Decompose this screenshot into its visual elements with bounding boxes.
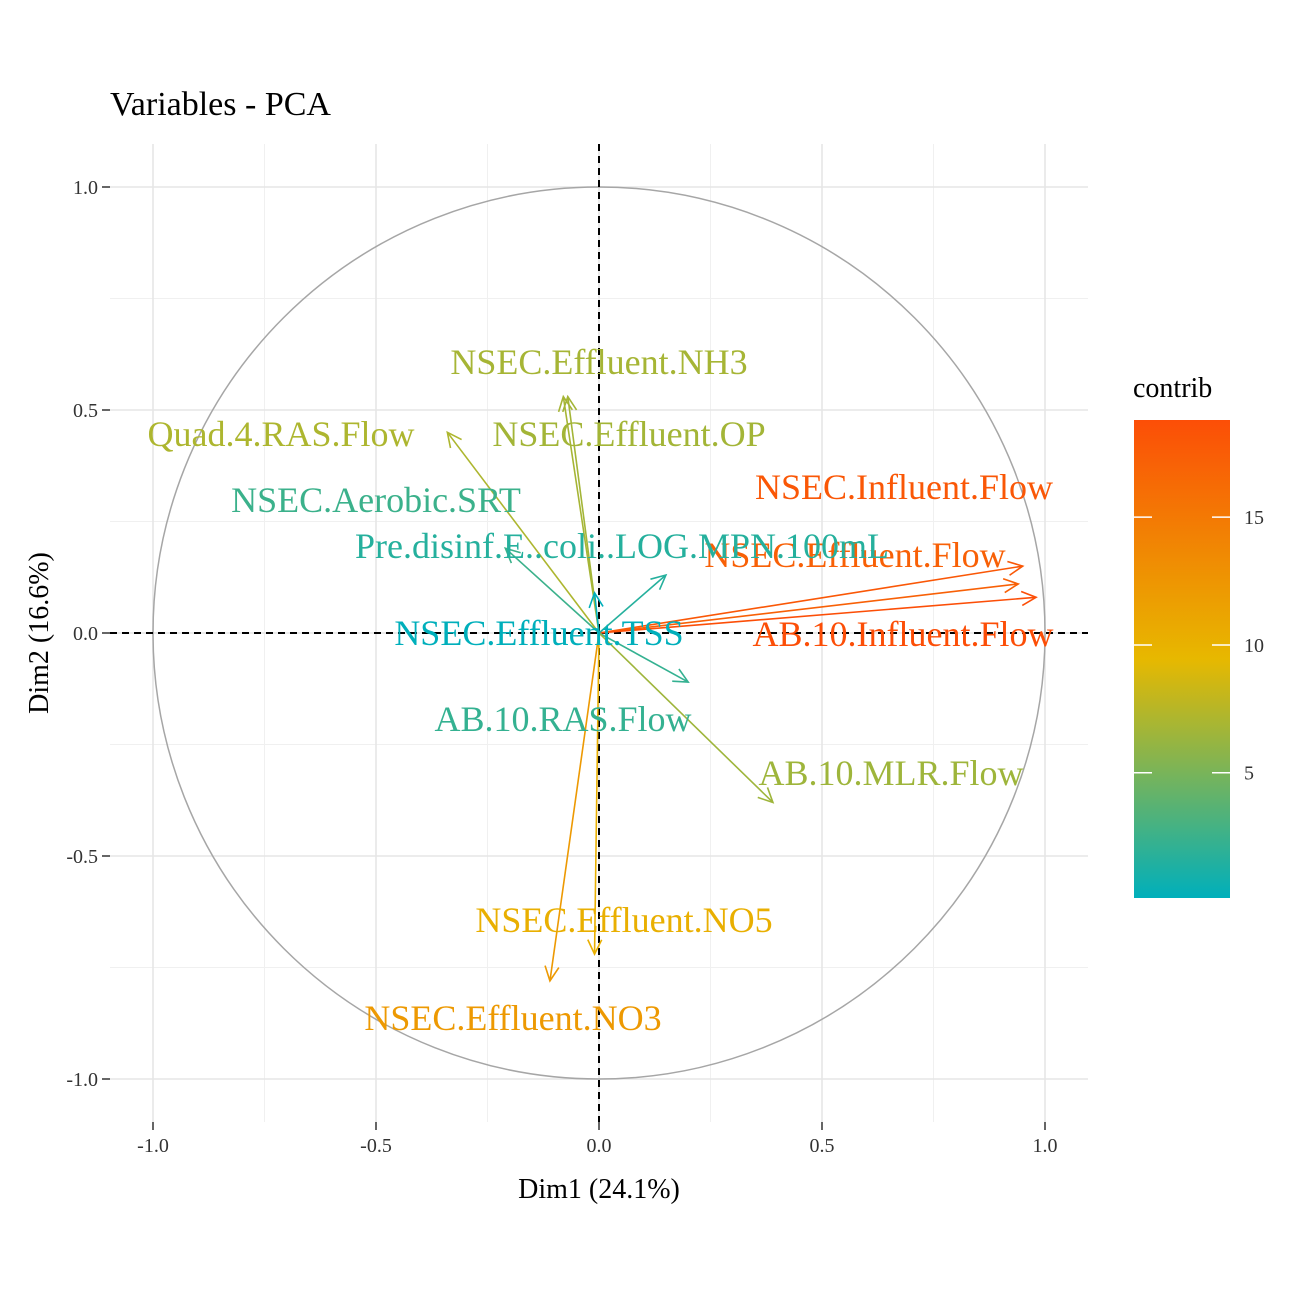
variable-arrow-head <box>1007 560 1025 576</box>
x-tick-label: 0.0 <box>587 1135 612 1157</box>
variable-labels: NSEC.Influent.Flow NSEC.Effluent.Flow AB.1… <box>147 342 1053 1038</box>
variable-arrow <box>598 596 1037 634</box>
variable-arrow-head <box>562 394 578 413</box>
legend-tick-label: 5 <box>1244 763 1254 785</box>
variable-arrow <box>446 431 600 634</box>
legend-title: contrib <box>1133 373 1212 404</box>
y-tick-label: 0.5 <box>73 400 98 422</box>
variable-arrow <box>504 547 600 634</box>
axis-ticks: -1.0 -0.5 0.0 0.5 1.0 -1.0 -0.5 0.0 0.5 1.0 <box>66 177 1057 1157</box>
x-tick-label: -0.5 <box>360 1135 392 1157</box>
variable-arrow <box>593 592 600 634</box>
variable-label: NSEC.Effluent.Flow <box>704 535 1005 575</box>
variable-arrow-head <box>1020 590 1038 607</box>
variable-arrow-head <box>587 939 603 956</box>
variable-arrow-head <box>544 965 560 983</box>
y-tick-label: 0.0 <box>73 623 98 645</box>
legend-tick-label: 15 <box>1244 507 1264 529</box>
variable-arrow <box>598 583 1019 634</box>
y-tick-label: -0.5 <box>66 846 98 868</box>
y-axis-title: Dim2 (16.6%) <box>24 552 55 714</box>
variable-label: NSEC.Effluent.NO5 <box>475 900 772 940</box>
x-tick-label: -1.0 <box>137 1135 169 1157</box>
variable-arrow-head <box>757 787 775 804</box>
x-axis-title: Dim1 (24.1%) <box>518 1174 680 1205</box>
legend-colorbar <box>1134 420 1230 898</box>
variable-arrow <box>598 632 774 804</box>
variable-arrow <box>593 632 600 955</box>
y-tick-label: -1.0 <box>66 1069 98 1091</box>
variable-label: AB.10.MLR.Flow <box>758 753 1023 793</box>
variable-label: AB.10.Influent.Flow <box>753 614 1054 654</box>
variable-arrow <box>598 574 667 634</box>
variable-label: Quad.4.RAS.Flow <box>147 414 414 454</box>
variable-arrow <box>549 632 600 981</box>
variable-arrow <box>598 632 689 683</box>
legend-tick-label: 10 <box>1244 635 1264 657</box>
variable-label: Pre.disinf.E..coli..LOG.MPN.100mL <box>355 526 889 566</box>
variable-arrow <box>598 565 1023 634</box>
contrib-legend: contrib 5 10 15 <box>1133 373 1264 898</box>
variable-arrow-head <box>588 591 604 609</box>
variable-arrow-head <box>503 547 521 564</box>
x-tick-label: 1.0 <box>1033 1135 1058 1157</box>
variable-arrow-head <box>446 430 462 449</box>
x-tick-label: 0.5 <box>810 1135 835 1157</box>
variable-label: AB.10.RAS.Flow <box>434 699 691 739</box>
variable-arrow-head <box>1002 577 1021 594</box>
variable-arrow-head <box>650 573 668 591</box>
variable-label: NSEC.Influent.Flow <box>755 467 1053 507</box>
y-tick-label: 1.0 <box>73 177 98 199</box>
variable-label: NSEC.Effluent.NH3 <box>450 342 747 382</box>
variable-label: NSEC.Effluent.TSS <box>394 613 683 653</box>
chart-title: Variables - PCA <box>110 86 331 123</box>
variable-label: NSEC.Effluent.OP <box>492 414 765 454</box>
reference-lines <box>110 144 1088 1122</box>
variable-arrow-head <box>672 668 690 683</box>
variable-arrows <box>446 394 1038 983</box>
variable-label: NSEC.Aerobic.SRT <box>231 480 521 520</box>
variable-label: NSEC.Effluent.NO3 <box>364 998 661 1038</box>
legend-ticks: 5 10 15 <box>1134 507 1264 785</box>
